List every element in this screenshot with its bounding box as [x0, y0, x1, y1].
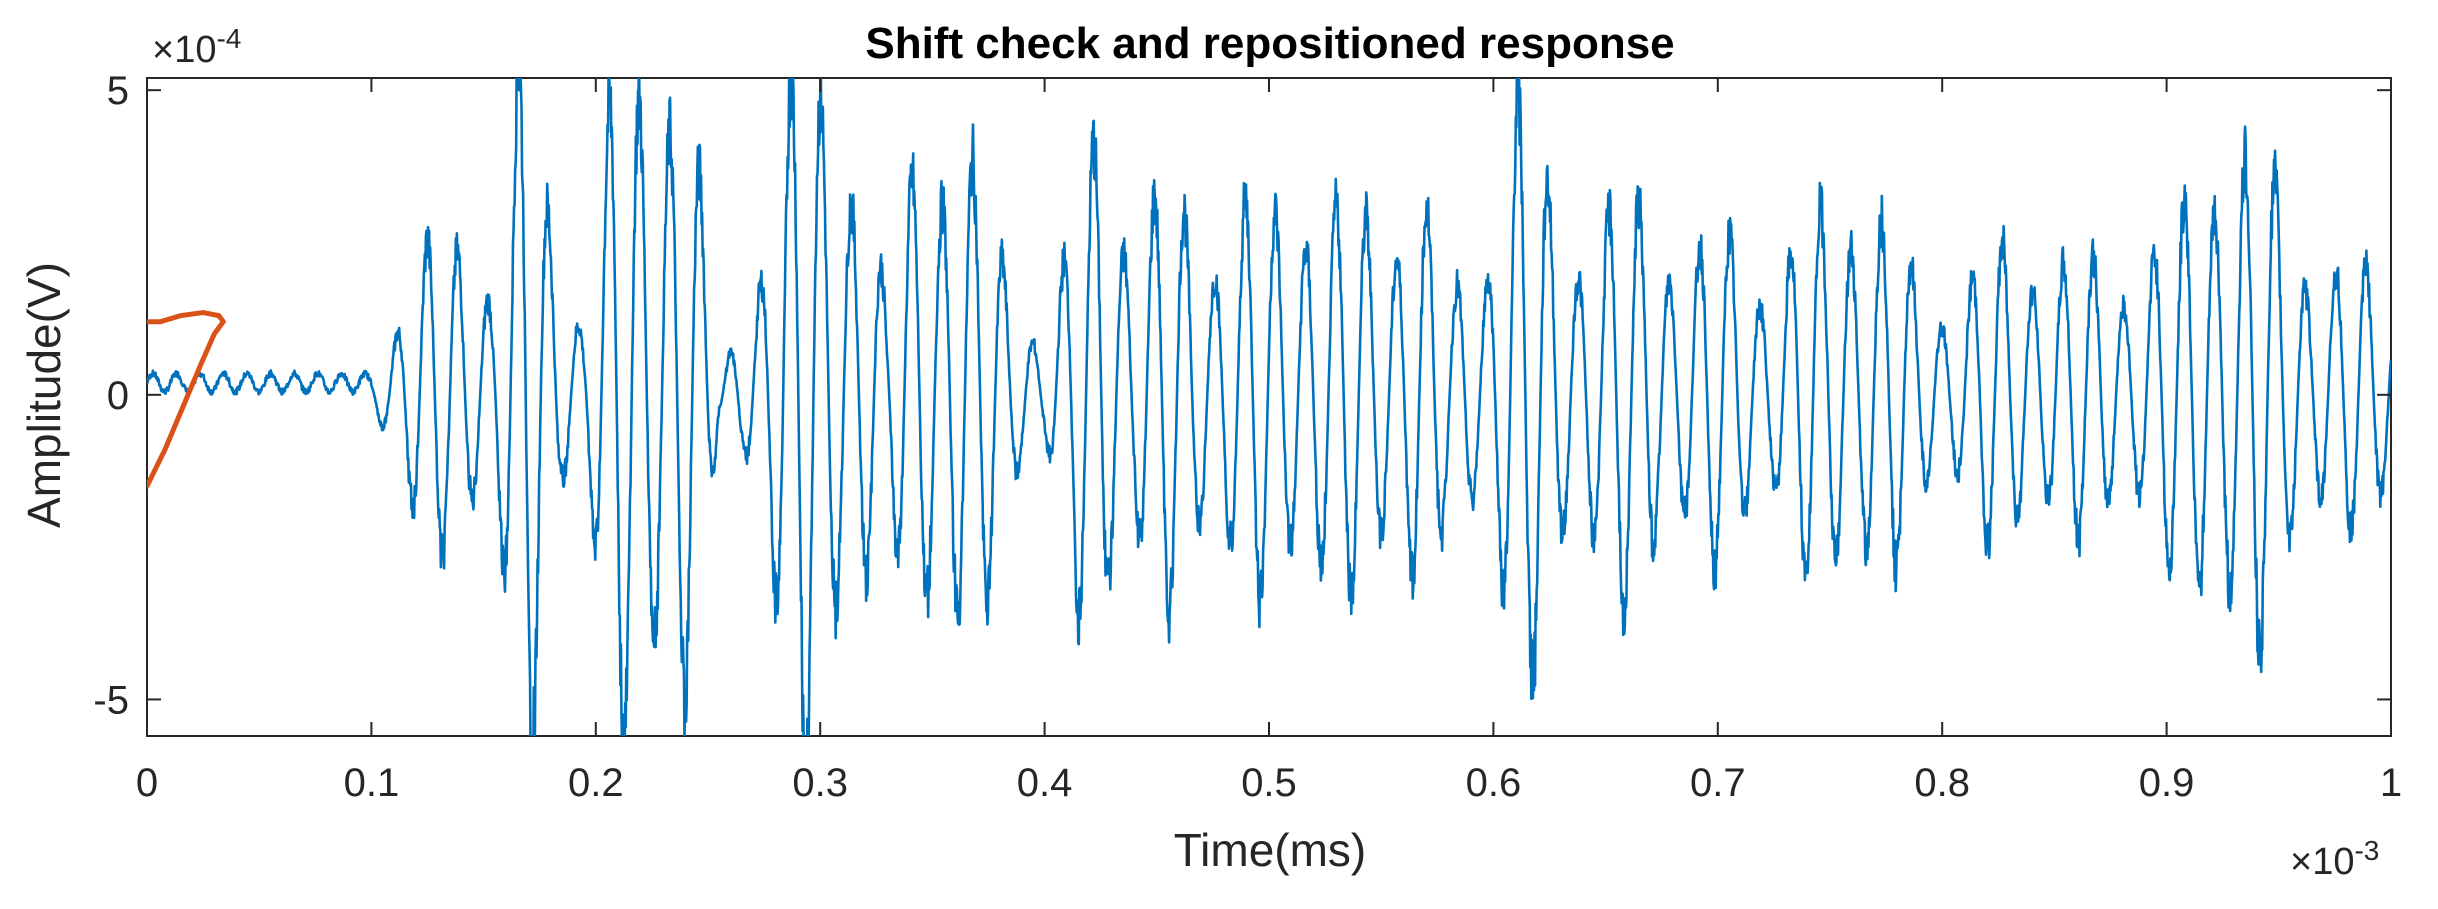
chart-title: Shift check and repositioned response — [865, 19, 1674, 68]
x-axis-label: Time(ms) — [1174, 824, 1366, 876]
x-tick-label: 0 — [136, 761, 158, 805]
x-tick-label: 0.4 — [1017, 761, 1073, 805]
x-tick-label: 0.8 — [1914, 761, 1970, 805]
x-tick-label: 0.6 — [1466, 761, 1522, 805]
x-tick-label: 0.2 — [568, 761, 624, 805]
series-shift-check-line — [147, 310, 226, 489]
y-axis-label: Amplitude(V) — [18, 262, 70, 528]
y-tick-label: 0 — [107, 374, 129, 418]
x-tick-label: 0.5 — [1241, 761, 1297, 805]
x-axis-exponent: ×10-3 — [2290, 835, 2379, 883]
y-axis-exponent: ×10-4 — [152, 23, 241, 71]
x-tick-label: 0.3 — [792, 761, 848, 805]
series-response-line — [147, 78, 2391, 736]
x-tick-label: 0.7 — [1690, 761, 1746, 805]
x-tick-label: 1 — [2380, 761, 2402, 805]
plot-area: 0 0.1 0.2 0.3 0.4 0.5 0.6 0.7 0.8 0.9 150-5 — [93, 69, 2402, 805]
y-tick-label: -5 — [93, 678, 129, 722]
y-tick-label: 5 — [107, 69, 129, 113]
plot-frame — [146, 77, 2392, 737]
x-tick-label: 0.1 — [344, 761, 400, 805]
x-tick-label: 0.9 — [2139, 761, 2195, 805]
